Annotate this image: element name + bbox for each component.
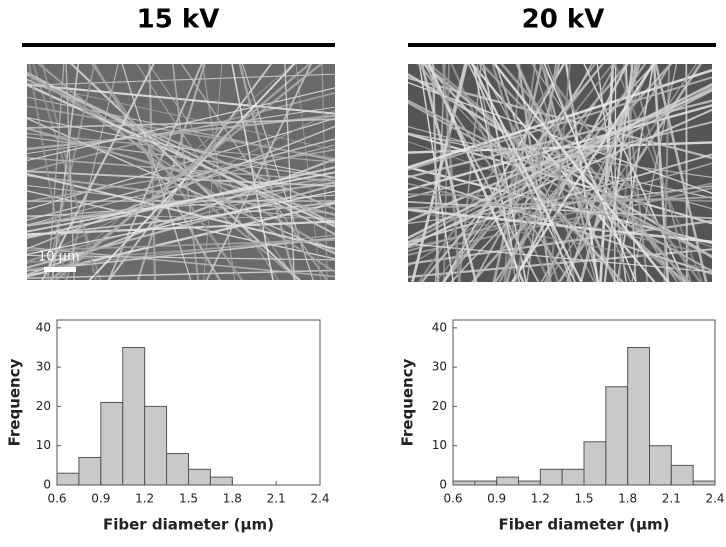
x-axis-label: Fiber diameter (µm) xyxy=(498,516,669,534)
y-tick-label: 10 xyxy=(432,438,447,452)
y-tick-label: 0 xyxy=(43,478,51,492)
bar xyxy=(57,473,79,485)
y-axis-label: Frequency xyxy=(6,358,24,446)
x-tick-label: 0.6 xyxy=(443,492,462,506)
x-tick-label: 2.4 xyxy=(310,492,329,506)
x-tick-label: 1.8 xyxy=(223,492,242,506)
x-tick-label: 1.5 xyxy=(574,492,593,506)
bar xyxy=(145,406,167,485)
x-tick-label: 0.9 xyxy=(487,492,506,506)
y-tick-label: 20 xyxy=(432,399,447,413)
y-tick-label: 10 xyxy=(36,438,51,452)
bar xyxy=(671,465,693,485)
bar xyxy=(628,348,650,486)
bar xyxy=(101,403,123,486)
y-tick-label: 40 xyxy=(36,320,51,334)
y-axis-label: Frequency xyxy=(399,358,417,446)
y-tick-label: 40 xyxy=(432,320,447,334)
y-tick-label: 30 xyxy=(432,360,447,374)
x-tick-label: 0.9 xyxy=(91,492,110,506)
scale-bar xyxy=(44,267,76,272)
y-tick-label: 20 xyxy=(36,399,51,413)
x-tick-label: 1.2 xyxy=(135,492,154,506)
bar xyxy=(650,446,672,485)
scale-bar-label: 10 µm xyxy=(38,250,80,265)
x-tick-label: 1.2 xyxy=(531,492,550,506)
bar xyxy=(453,481,475,485)
y-tick-label: 30 xyxy=(36,360,51,374)
bar xyxy=(167,454,189,485)
x-tick-label: 2.1 xyxy=(662,492,681,506)
x-tick-label: 1.5 xyxy=(179,492,198,506)
bar xyxy=(519,481,541,485)
bar xyxy=(475,481,497,485)
bar xyxy=(79,458,101,486)
y-tick-label: 0 xyxy=(439,478,447,492)
x-tick-label: 0.6 xyxy=(47,492,66,506)
bar xyxy=(693,481,715,485)
bar xyxy=(497,477,519,485)
x-tick-label: 1.8 xyxy=(618,492,637,506)
bar xyxy=(562,469,584,485)
x-tick-label: 2.4 xyxy=(705,492,724,506)
bar xyxy=(540,469,562,485)
panel-title: 20 kV xyxy=(522,5,605,35)
panel-title: 15 kV xyxy=(137,5,220,35)
bar xyxy=(606,387,628,485)
x-tick-label: 2.1 xyxy=(267,492,286,506)
x-axis-label: Fiber diameter (µm) xyxy=(103,516,274,534)
bar xyxy=(584,442,606,485)
bar xyxy=(123,348,145,486)
bar xyxy=(210,477,232,485)
bar xyxy=(189,469,211,485)
sem-image xyxy=(398,54,722,292)
